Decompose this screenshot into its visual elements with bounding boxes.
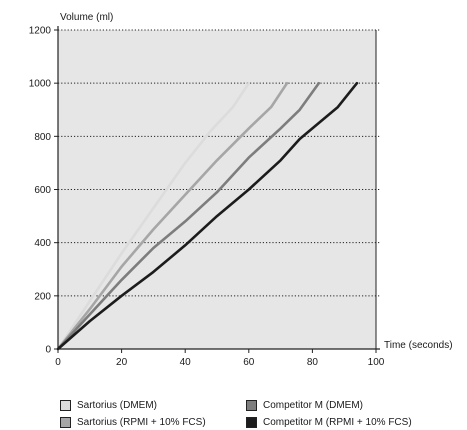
y-tick-label: 0 <box>45 345 51 356</box>
y-tick-label: 1200 <box>29 26 52 37</box>
legend-swatch <box>246 400 257 411</box>
axes <box>57 26 380 350</box>
series-line-0 <box>56 81 251 351</box>
legend-label: Sartorius (DMEM) <box>77 400 158 411</box>
x-tick-label: 80 <box>307 357 319 368</box>
x-tick-label: 100 <box>368 357 385 368</box>
y-tick-label: 200 <box>34 291 51 302</box>
series-line-3 <box>56 81 359 351</box>
y-tick-label: 800 <box>34 132 51 143</box>
y-tick-labels: 0 200 400 600 800 1000 1200 <box>29 26 58 356</box>
legend-item: Competitor M (RPMI + 10% FCS) <box>246 416 460 429</box>
legend-swatch <box>60 400 71 411</box>
legend-label: Competitor M (RPMI + 10% FCS) <box>263 417 412 428</box>
y-tick-label: 400 <box>34 238 51 249</box>
y-axis-label: Volume (ml) <box>60 12 113 23</box>
legend-item: Sartorius (RPMI + 10% FCS) <box>60 416 246 429</box>
legend-swatch <box>60 417 71 428</box>
x-tick-labels: 0 20 40 60 80 100 <box>55 349 385 368</box>
legend-label: Sartorius (RPMI + 10% FCS) <box>77 417 206 428</box>
legend-item: Competitor M (DMEM) <box>246 399 460 412</box>
series-line-1 <box>56 81 289 351</box>
series-line-2 <box>56 81 321 351</box>
plot-area <box>58 30 376 349</box>
y-tick-label: 600 <box>34 185 51 196</box>
legend-label: Competitor M (DMEM) <box>263 400 364 411</box>
legend-item: Sartorius (DMEM) <box>60 399 246 412</box>
y-tick-label: 1000 <box>29 79 52 90</box>
x-axis-label: Time (seconds) <box>384 340 453 351</box>
series-lines <box>56 81 359 351</box>
x-tick-label: 60 <box>243 357 255 368</box>
chart: 0 200 400 600 800 1000 1200 0 20 40 60 80 100 Volum… <box>29 12 453 368</box>
x-tick-label: 0 <box>55 357 61 368</box>
legend: Sartorius (DMEM) Competitor M (DMEM) Sarto… <box>60 399 460 429</box>
x-tick-label: 20 <box>116 357 128 368</box>
legend-swatch <box>246 417 257 428</box>
plot-background <box>58 30 376 349</box>
x-tick-label: 40 <box>180 357 192 368</box>
